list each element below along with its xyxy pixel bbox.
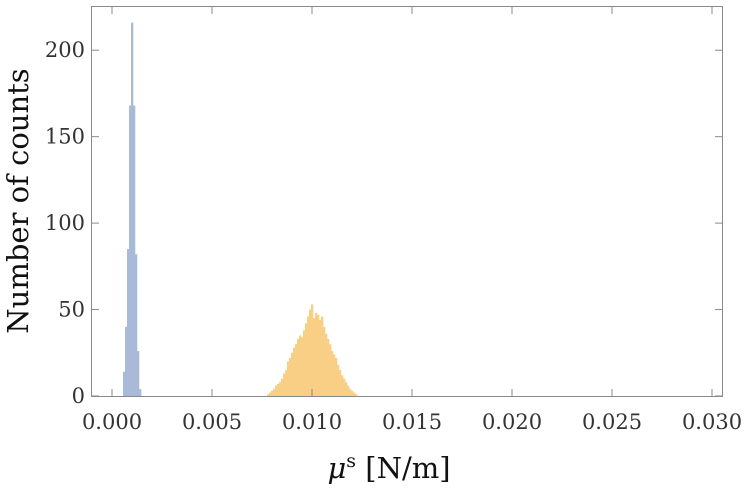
histogram-bar-s1-42 <box>351 390 354 396</box>
histogram-bar-s1-43 <box>353 392 356 396</box>
x-axis-title: μs [N/m] <box>327 450 450 485</box>
histogram-bar-s1-16 <box>299 335 302 396</box>
histogram-bar-s1-36 <box>339 370 342 396</box>
histogram-bar-s0-1 <box>125 326 128 396</box>
histogram-bar-s1-38 <box>343 378 346 396</box>
histogram-bar-s1-4 <box>275 385 278 396</box>
histogram-bar-s1-25 <box>317 314 320 396</box>
histogram-bar-s0-2 <box>127 249 130 396</box>
histogram-bar-s1-39 <box>345 382 348 396</box>
histogram-bar-s0-7 <box>137 351 140 396</box>
histogram-bar-s1-6 <box>279 382 282 396</box>
y-axis-title: Number of counts <box>1 68 35 333</box>
y-tick-label-4: 200 <box>45 38 85 62</box>
histogram-bar-s1-44 <box>355 394 358 396</box>
histogram-bar-s1-29 <box>325 333 328 396</box>
histogram-bar-s1-24 <box>315 313 318 396</box>
histogram-bars <box>123 22 358 397</box>
histogram-bar-s1-28 <box>323 326 326 396</box>
histogram-bar-s1-34 <box>335 357 338 396</box>
x-tick-label-4: 0.020 <box>482 410 542 434</box>
histogram-bar-s0-3 <box>129 105 132 397</box>
x-axis-symbol: μ <box>327 451 346 485</box>
histogram-bar-s1-30 <box>327 338 330 396</box>
histogram-bar-s0-8 <box>139 389 142 396</box>
histogram-bar-s1-15 <box>297 338 300 396</box>
histogram-bar-s1-33 <box>333 354 336 396</box>
plot-frame <box>91 6 723 397</box>
histogram-bar-s1-32 <box>331 351 334 396</box>
x-tick-label-1: 0.005 <box>182 410 242 434</box>
histogram-bar-s1-8 <box>283 373 286 396</box>
histogram-bar-s1-41 <box>349 389 352 396</box>
x-axis: 0.000 0.005 0.010 0.015 0.020 0.025 0.030 <box>82 7 742 434</box>
histogram-bar-s1-17 <box>301 337 304 396</box>
histogram-bar-s0-4 <box>131 22 134 397</box>
histogram-bar-s1-5 <box>277 383 280 396</box>
x-tick-label-2: 0.010 <box>282 410 342 434</box>
histogram-bar-s1-20 <box>307 316 310 396</box>
histogram-bar-s1-11 <box>289 357 292 396</box>
histogram-bar-s0-0 <box>123 371 126 396</box>
histogram-bar-s0-5 <box>133 105 136 397</box>
histogram-bar-s1-9 <box>285 370 288 396</box>
histogram-bar-s1-26 <box>319 319 322 396</box>
y-tick-label-2: 100 <box>45 211 85 235</box>
histogram-bar-s1-31 <box>329 344 332 396</box>
y-tick-label-0: 0 <box>72 384 85 408</box>
histogram-bar-s1-40 <box>347 385 350 396</box>
histogram-bar-s1-1 <box>269 392 272 396</box>
histogram-bar-s1-2 <box>271 390 274 396</box>
y-tick-label-3: 150 <box>45 125 85 149</box>
histogram-bar-s1-23 <box>313 318 316 396</box>
x-tick-label-5: 0.025 <box>582 410 642 434</box>
histogram-bar-s1-7 <box>281 378 284 396</box>
histogram-bar-s1-37 <box>341 375 344 396</box>
histogram-bar-s1-18 <box>303 330 306 396</box>
histogram-bar-s1-27 <box>321 316 324 396</box>
histogram-bar-s1-19 <box>305 323 308 396</box>
histogram-bar-s1-35 <box>337 364 340 396</box>
histogram-bar-s1-22 <box>311 304 314 396</box>
x-tick-label-3: 0.015 <box>382 410 442 434</box>
x-tick-label-0: 0.000 <box>82 410 142 434</box>
histogram-bar-s1-12 <box>291 352 294 396</box>
histogram-bar-s1-3 <box>273 389 276 396</box>
histogram-bar-s1-0 <box>267 394 270 396</box>
histogram-bar-s0-6 <box>135 254 138 396</box>
y-axis: 0 50 100 150 200 <box>45 38 722 408</box>
x-axis-unit: [N/m] <box>356 451 451 485</box>
histogram-bar-s1-13 <box>293 347 296 396</box>
x-tick-label-6: 0.030 <box>682 410 742 434</box>
y-tick-label-1: 50 <box>58 298 85 322</box>
histogram-bar-s1-21 <box>309 309 312 396</box>
x-axis-superscript: s <box>346 450 356 472</box>
histogram-bar-s1-10 <box>287 361 290 396</box>
histogram-bar-s1-14 <box>295 344 298 396</box>
